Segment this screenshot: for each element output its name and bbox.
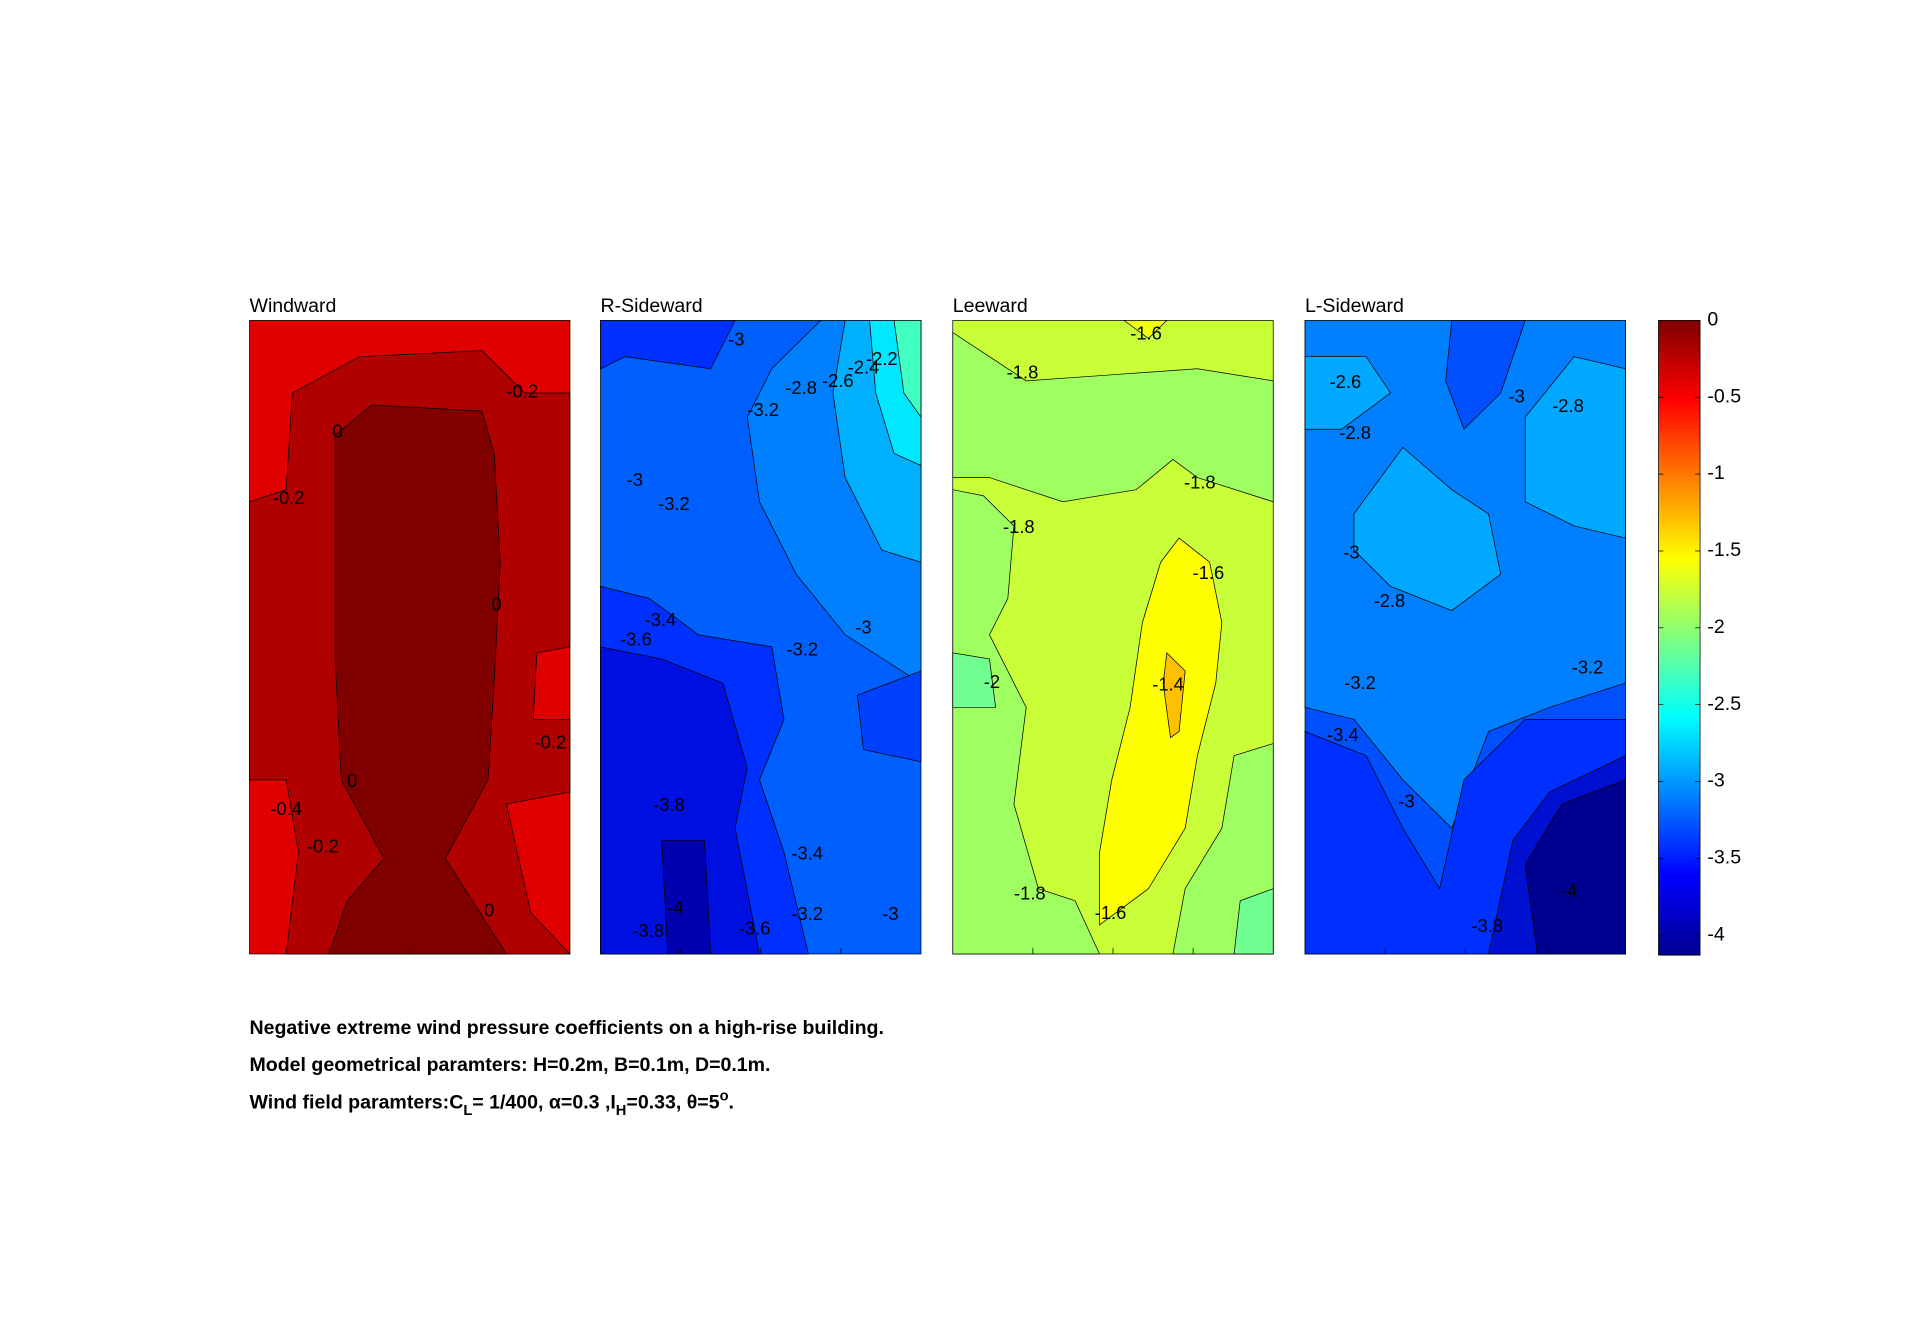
contour-label: -2.8 (1374, 590, 1406, 611)
caption-text: . (729, 1092, 734, 1114)
contour-label: -3.4 (645, 609, 677, 630)
contour-label: -3 (882, 903, 898, 924)
contour-label: 0 (347, 770, 357, 791)
contour-label: -2.8 (1552, 395, 1584, 416)
colorbar-tick-label: -3 (1707, 770, 1724, 792)
caption-text: H (616, 1103, 627, 1119)
contour-panel (1304, 320, 1626, 955)
contour-label: -3 (1508, 386, 1524, 407)
contour-label: -2.6 (822, 370, 854, 391)
contour-label: -3.8 (632, 920, 664, 941)
contour-region (1099, 537, 1223, 926)
colorbar-tick-label: -2.5 (1707, 693, 1741, 715)
contour-label: -1.4 (1152, 673, 1184, 694)
contour-label: -3 (1343, 542, 1359, 563)
panel-title: Windward (250, 295, 337, 317)
contour-label: -0.2 (535, 731, 567, 752)
contour-label: -2.8 (1339, 422, 1371, 443)
contour-panel (249, 320, 571, 955)
contour-label: -3.4 (1327, 724, 1359, 745)
colorbar-tick-label: -4 (1707, 923, 1725, 945)
contour-label: -3.2 (658, 493, 690, 514)
contour-panel (600, 320, 922, 955)
contour-label: 0 (484, 900, 494, 921)
contour-region (856, 670, 922, 763)
contour-region (952, 331, 1274, 503)
contour-label: -3 (1398, 791, 1414, 812)
contour-label: -3 (855, 617, 871, 638)
caption-line: Wind field paramters:CL= 1/400, α=0.3 ,I… (250, 1088, 734, 1118)
panel-title: Leeward (953, 295, 1028, 317)
contour-label: -3.2 (787, 638, 819, 659)
contour-label: -3.6 (620, 629, 652, 650)
contour-label: -1.8 (1007, 361, 1039, 382)
contour-label: 0 (332, 421, 342, 442)
contour-region (1162, 652, 1186, 739)
contour-region (661, 839, 711, 955)
contour-label: -1.6 (1095, 902, 1127, 923)
contour-region (952, 652, 997, 708)
caption-text: Model geometrical paramters: H=0.2m, B=0… (250, 1054, 771, 1076)
caption-text: =0.33, θ=5 (626, 1092, 719, 1114)
contour-label: -2.2 (866, 348, 898, 369)
contour-region (952, 489, 1101, 955)
colorbar-tick-label: -2 (1707, 616, 1724, 638)
contour-label: -2 (984, 671, 1000, 692)
contour-label: -4 (1561, 880, 1577, 901)
colorbar-tick-label: -0.5 (1707, 385, 1741, 407)
contour-region (1353, 446, 1502, 612)
caption-text: = 1/400, α=0.3 ,I (472, 1092, 616, 1114)
contour-label: -3.6 (739, 918, 771, 939)
contour-region (1122, 320, 1168, 340)
contour-label: -2.8 (785, 377, 817, 398)
contour-label: -2.6 (1330, 371, 1362, 392)
contour-region (1524, 356, 1626, 539)
contour-label: -1.6 (1193, 562, 1225, 583)
contour-region (600, 320, 736, 370)
colorbar-tick-label: -1 (1707, 462, 1724, 484)
contour-label: -3.2 (791, 903, 823, 924)
contour-region (1524, 779, 1626, 955)
caption-text: Negative extreme wind pressure coefficie… (250, 1017, 884, 1039)
caption-text: L (463, 1103, 472, 1119)
contour-label: -3.4 (791, 843, 823, 864)
contour-region (1304, 356, 1392, 430)
colorbar (1658, 320, 1701, 956)
caption-line: Negative extreme wind pressure coefficie… (250, 1017, 884, 1039)
colorbar-tick-label: -3.5 (1707, 847, 1741, 869)
contour-label: -1.6 (1130, 323, 1162, 344)
contour-panel (952, 320, 1274, 955)
caption-line: Model geometrical paramters: H=0.2m, B=0… (250, 1054, 771, 1076)
caption-text: o (720, 1088, 729, 1104)
contour-label: -0.2 (307, 835, 339, 856)
contour-label: -0.2 (506, 381, 538, 402)
contour-region (1233, 888, 1274, 955)
contour-region (893, 320, 922, 419)
contour-label: -3 (728, 329, 744, 350)
contour-region (328, 404, 508, 955)
contour-label: -3.2 (1572, 657, 1604, 678)
contour-label: -2.4 (848, 357, 880, 378)
contour-label: -0.2 (273, 487, 305, 508)
contour-region (1445, 320, 1526, 430)
contour-label: -1.8 (1184, 472, 1216, 493)
contour-label: -1.8 (1014, 883, 1046, 904)
contour-label: -3.8 (1471, 915, 1503, 936)
contour-label: -4 (667, 897, 683, 918)
panel-title: R-Sideward (601, 295, 703, 317)
colorbar-tick-label: -1.5 (1707, 539, 1741, 561)
panel-title: L-Sideward (1305, 295, 1404, 317)
contour-region (600, 646, 760, 955)
contour-label: -3.2 (1344, 672, 1376, 693)
contour-label: -0.4 (270, 798, 302, 819)
caption-text: Wind field paramters:C (250, 1092, 464, 1114)
contour-label: 0 (491, 594, 501, 615)
contour-label: -3.2 (747, 399, 779, 420)
contour-label: -1.8 (1003, 516, 1035, 537)
colorbar-tick-label: 0 (1707, 309, 1718, 331)
contour-label: -3 (627, 469, 643, 490)
contour-label: -3.8 (653, 794, 685, 815)
